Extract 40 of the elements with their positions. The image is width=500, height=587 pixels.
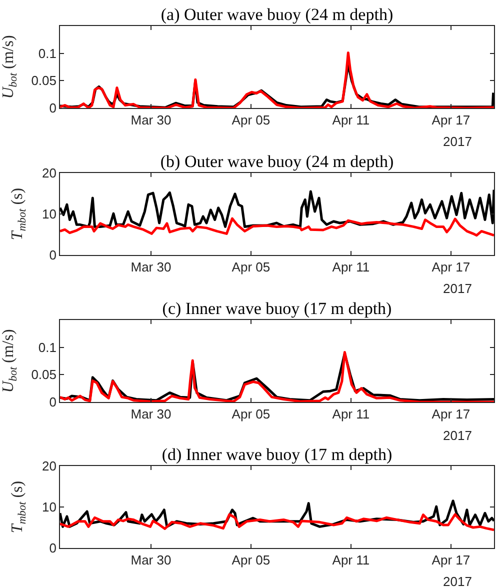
y-tick-label: 0.1 xyxy=(38,46,56,61)
y-tick-label: 0 xyxy=(49,248,56,263)
x-tick-label: Apr 05 xyxy=(232,552,270,568)
x-tick-label: Apr 17 xyxy=(432,552,470,568)
y-tick-label: 0 xyxy=(49,394,56,410)
x-tick-label: Apr 17 xyxy=(432,260,470,274)
x-tick-label: Mar 30 xyxy=(130,260,172,274)
x-tick-label: Mar 30 xyxy=(130,112,172,128)
chart-title: (c) Inner wave buoy (17 m depth) xyxy=(162,298,392,318)
line-series xyxy=(60,52,494,108)
x-tick-label: Apr 11 xyxy=(332,260,370,274)
x-tick-label: Apr 05 xyxy=(232,112,270,128)
line-series xyxy=(60,217,494,237)
x-tick-label: Apr 11 xyxy=(332,112,370,128)
x-tick-label: Apr 11 xyxy=(332,406,370,422)
chart-title: (a) Outer wave buoy (24 m depth) xyxy=(160,4,394,24)
chart-title: (b) Outer wave buoy (24 m depth) xyxy=(160,152,394,171)
x-tick-label: Mar 30 xyxy=(130,552,172,568)
y-tick-label: 0 xyxy=(49,100,56,116)
y-tick-label: 10 xyxy=(42,206,56,222)
x-tick-label: Apr 11 xyxy=(332,552,370,568)
text: 2017 xyxy=(443,428,472,443)
y-tick-label: 0.1 xyxy=(38,340,56,355)
y-tick-label: 0.05 xyxy=(31,367,56,382)
y-tick-label: 0 xyxy=(49,540,56,556)
x-tick-label: Mar 30 xyxy=(130,406,172,422)
x-tick-label: Apr 17 xyxy=(432,112,470,128)
y-tick-label: 20 xyxy=(42,166,56,181)
x-tick-label: Apr 05 xyxy=(232,406,270,422)
text: 2017 xyxy=(443,574,472,587)
chart-title: (d) Inner wave buoy (17 m depth) xyxy=(162,444,392,464)
text: 2017 xyxy=(443,281,472,296)
text: 2017 xyxy=(443,134,472,149)
y-tick-label: 10 xyxy=(42,500,56,515)
x-tick-label: Apr 17 xyxy=(432,406,470,422)
y-tick-label: 0.05 xyxy=(31,73,56,88)
y-tick-label: 20 xyxy=(42,458,56,474)
line-series xyxy=(60,188,494,228)
x-tick-label: Apr 05 xyxy=(232,260,270,274)
line-series xyxy=(60,513,494,532)
